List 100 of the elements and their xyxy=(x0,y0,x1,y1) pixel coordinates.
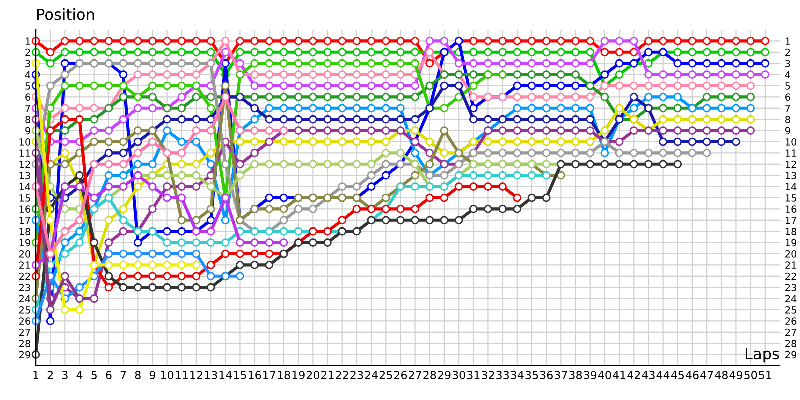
y-tick-label: 13 xyxy=(20,172,30,180)
y-tick-label: 22 xyxy=(19,272,30,280)
x-tick-label: 36 xyxy=(540,371,553,380)
y2-tick-label: 16 xyxy=(786,206,797,214)
x-tick-label: 51 xyxy=(759,371,772,380)
x-tick-label: 7 xyxy=(120,371,126,380)
y2-tick-label: 29 xyxy=(786,351,797,359)
y2-tick-label: 15 xyxy=(786,194,796,202)
x-tick-label: 43 xyxy=(642,371,655,380)
x-tick-label: 9 xyxy=(150,371,156,380)
x-tick-label: 44 xyxy=(656,371,670,380)
y-tick-label: 9 xyxy=(26,127,30,135)
x-tick-label: 49 xyxy=(730,371,743,380)
x-tick-label: 2 xyxy=(48,371,54,380)
y-tick-label: 14 xyxy=(20,183,31,190)
x-tick-label: 37 xyxy=(554,371,568,380)
x-tick-label: 6 xyxy=(106,371,112,380)
y2-tick-label: 14 xyxy=(786,183,797,190)
x-tick-label: 1 xyxy=(34,371,39,380)
y2-tick-label: 21 xyxy=(786,262,796,269)
y-tick-label: 20 xyxy=(19,250,30,258)
y-tick-label: 12 xyxy=(20,160,30,168)
y2-tick-label: 11 xyxy=(786,150,796,157)
x-tick-label: 29 xyxy=(438,371,451,380)
x-tick-label: 23 xyxy=(350,371,364,380)
y2-tick-label: 5 xyxy=(786,82,790,90)
y2-tick-label: 25 xyxy=(786,306,796,314)
x-tick-label: 26 xyxy=(394,371,408,380)
x-tick-label: 45 xyxy=(671,371,684,380)
y-tick-label: 11 xyxy=(20,150,30,157)
y-tick-label: 7 xyxy=(26,105,30,112)
x-tick-label: 28 xyxy=(424,371,436,380)
y2-tick-label: 27 xyxy=(786,328,796,336)
y2-tick-label: 20 xyxy=(786,250,797,258)
x-tick-label: 11 xyxy=(176,371,188,380)
y2-tick-label: 12 xyxy=(786,160,796,168)
y-tick-label: 29 xyxy=(19,351,30,359)
x-tick-label: 8 xyxy=(135,371,141,380)
x-tick-label: 39 xyxy=(584,371,597,380)
y-tick-label: 6 xyxy=(26,94,31,102)
x-tick-label: 48 xyxy=(715,371,728,380)
y2-tick-label: 18 xyxy=(786,228,797,236)
y2-tick-label: 6 xyxy=(786,94,790,102)
x-tick-label: 16 xyxy=(248,371,262,380)
x-tick-label: 5 xyxy=(92,371,97,380)
y2-tick-label: 3 xyxy=(786,60,790,68)
x-tick-label: 40 xyxy=(598,371,612,380)
y-tick-label: 17 xyxy=(20,217,30,224)
y-tick-label: 23 xyxy=(19,284,30,292)
y-tick-label: 27 xyxy=(19,328,30,336)
y2-tick-label: 7 xyxy=(786,105,790,112)
y-tick-label: 3 xyxy=(26,60,30,68)
y-tick-label: 2 xyxy=(26,48,30,56)
x-tick-label: 25 xyxy=(380,371,392,380)
y2-tick-label: 17 xyxy=(786,217,796,224)
y2-tick-label: 10 xyxy=(786,138,797,146)
x-tick-label: 46 xyxy=(686,371,699,380)
x-tick-label: 34 xyxy=(511,371,524,380)
x-tick-label: 42 xyxy=(628,371,640,380)
y-tick-label: 8 xyxy=(26,116,30,124)
x-tick-label: 24 xyxy=(365,371,378,380)
y2-tick-label: 24 xyxy=(786,295,797,302)
x-tick-label: 31 xyxy=(467,371,480,380)
y-tick-label: 16 xyxy=(20,206,31,214)
x-tick-label: 27 xyxy=(409,371,422,380)
x-axis-title: Laps xyxy=(746,348,780,363)
x-tick-label: 21 xyxy=(322,371,334,380)
x-tick-label: 22 xyxy=(336,371,348,380)
y-tick-label: 15 xyxy=(20,194,30,202)
y-axis-title: Position xyxy=(38,8,94,20)
x-tick-label: 19 xyxy=(292,371,305,380)
x-tick-label: 20 xyxy=(306,371,320,380)
y2-tick-label: 1 xyxy=(786,38,790,45)
y-tick-label: 25 xyxy=(19,306,30,314)
x-tick-label: 4 xyxy=(76,371,83,380)
y2-tick-label: 26 xyxy=(786,318,797,326)
y2-tick-label: 4 xyxy=(785,71,790,78)
x-tick-label: 50 xyxy=(744,371,758,380)
x-tick-label: 13 xyxy=(205,371,218,380)
x-tick-label: 30 xyxy=(452,371,466,380)
y2-tick-label: 28 xyxy=(786,340,797,348)
y-tick-label: 28 xyxy=(19,340,30,348)
y-tick-label: 19 xyxy=(20,239,30,247)
y-tick-label: 18 xyxy=(20,228,30,236)
x-tick-label: 32 xyxy=(482,371,494,380)
x-tick-label: 47 xyxy=(700,371,714,380)
y-tick-label: 21 xyxy=(19,262,30,269)
x-tick-label: 17 xyxy=(264,371,276,380)
y-tick-label: 4 xyxy=(25,71,31,78)
y2-tick-label: 22 xyxy=(786,272,796,280)
x-tick-label: 3 xyxy=(62,371,68,380)
y-tick-label: 10 xyxy=(20,138,30,146)
x-tick-label: 14 xyxy=(220,371,232,380)
y2-tick-label: 19 xyxy=(786,239,797,247)
y2-tick-label: 13 xyxy=(786,172,796,180)
y2-tick-label: 8 xyxy=(786,116,790,124)
y-tick-label: 1 xyxy=(26,38,30,45)
y2-tick-label: 9 xyxy=(785,127,790,135)
x-tick-label: 18 xyxy=(278,371,290,380)
x-tick-label: 10 xyxy=(161,371,174,380)
